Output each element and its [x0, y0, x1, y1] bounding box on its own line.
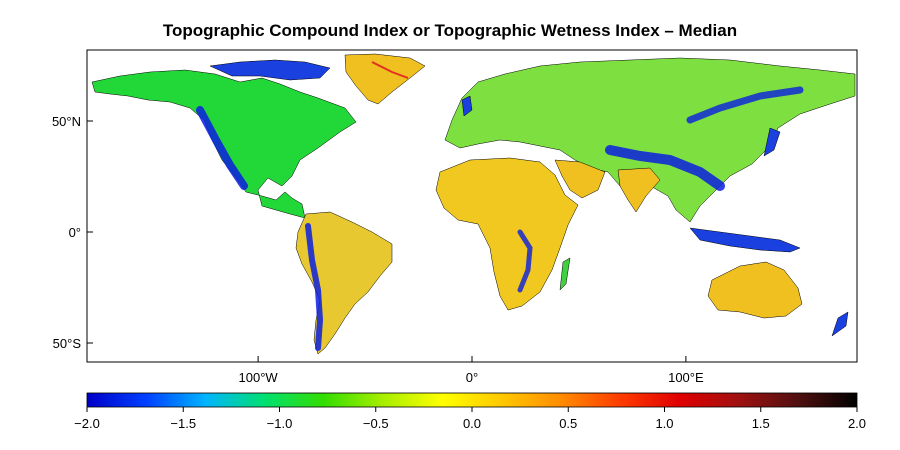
colorbar-tick-label: −1.5: [170, 416, 196, 431]
colorbar-tick-label: 2.0: [848, 416, 866, 431]
index-band-andes: [305, 223, 324, 351]
landmasses: [91, 53, 856, 355]
landmass-japan: [763, 127, 781, 157]
landmass-new-zealand: [831, 311, 849, 337]
latitude-ticks: 50°N 0° 50°S: [52, 114, 93, 351]
landmass-british-isles: [461, 95, 473, 117]
colorbar-tick-label: −2.0: [74, 416, 100, 431]
colorbar-tick-label: 0.0: [463, 416, 481, 431]
landmass-india: [617, 167, 661, 213]
lon-tick-label: 100°E: [668, 370, 704, 385]
colorbar-tick-label: −1.0: [267, 416, 293, 431]
colorbar-ticks: −2.0 −1.5 −1.0 −0.5 0.0 0.5 1.0 1.5 2.0: [74, 407, 866, 431]
lon-tick-label: 0°: [466, 370, 478, 385]
lat-tick-label: 50°N: [52, 114, 81, 129]
landmass-madagascar: [559, 257, 571, 291]
landmass-arabia: [554, 159, 606, 199]
longitude-ticks: 100°W 0° 100°E: [239, 356, 704, 385]
lat-tick-label: 0°: [69, 225, 81, 240]
index-band-east-africa: [517, 229, 533, 293]
landmass-north-america: [91, 69, 357, 219]
map-title: Topographic Compound Index or Topographi…: [163, 21, 737, 40]
landmass-africa: [435, 157, 579, 311]
index-band-himalaya: [605, 145, 725, 191]
lon-tick-label: 100°W: [239, 370, 279, 385]
colorbar-tick-label: 0.5: [559, 416, 577, 431]
colorbar-tick-label: 1.0: [655, 416, 673, 431]
colorbar-tick-label: −0.5: [363, 416, 389, 431]
landmass-arctic-islands: [209, 59, 331, 81]
colorbar-tick-label: 1.5: [752, 416, 770, 431]
landmass-australia: [707, 261, 803, 319]
index-band-red-ridge: [371, 61, 409, 79]
lat-tick-label: 50°S: [53, 336, 82, 351]
index-band-rockies: [196, 106, 248, 190]
colorbar: [86, 392, 858, 408]
landmass-greenland: [344, 53, 426, 105]
landmass-indonesia: [689, 227, 801, 253]
index-band-siberia: [686, 86, 804, 124]
